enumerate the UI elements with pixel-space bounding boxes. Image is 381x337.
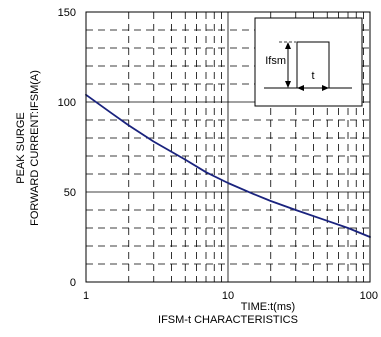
series-line (85, 93, 371, 238)
y-tick-label: 0 (70, 277, 76, 289)
inset-box (254, 17, 363, 107)
inset-pulse (296, 41, 330, 88)
x-tick-label: 10 (222, 290, 234, 302)
x-tick-label: 100 (360, 290, 378, 302)
y-axis-label-line1: PEAK SURGE (15, 112, 27, 184)
plot-frame (85, 11, 371, 283)
inset-arrowhead-left (297, 85, 304, 91)
y-tick-label: 100 (58, 97, 76, 109)
inset-arrowhead-right (322, 85, 329, 91)
inset-label-ifsm: Ifsm (265, 55, 286, 67)
y-axis-label-line2: FORWARD CURRENT:IFSM(A) (29, 70, 41, 226)
tick-labels: 0 50 100 150 1 10 100 (58, 7, 378, 302)
waveform-inset: Ifsm t (254, 17, 363, 107)
series-group (85, 93, 371, 238)
x-tick-label: 1 (83, 290, 89, 302)
inset-label-t: t (311, 70, 314, 82)
y-tick-label: 150 (58, 7, 76, 19)
x-axis-label: TIME:t(ms) (241, 301, 295, 313)
y-tick-label: 50 (64, 187, 76, 199)
inset-arrowhead-down (285, 81, 291, 88)
chart-caption: IFSM-t CHARACTERISTICS (158, 314, 298, 326)
inset-arrowhead-up (285, 42, 291, 49)
grid (86, 12, 370, 282)
